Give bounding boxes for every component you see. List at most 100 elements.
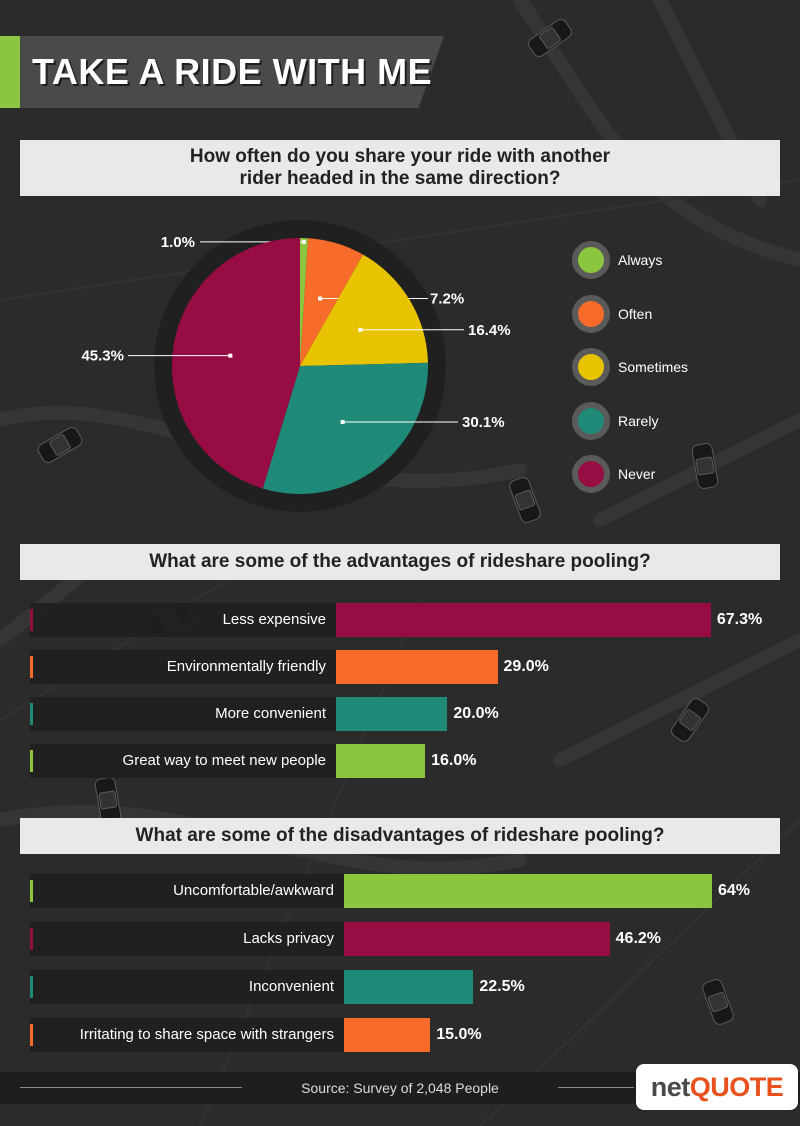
bar-value-label: 20.0% xyxy=(453,705,499,722)
bar-row: More convenient 20.0% xyxy=(30,697,770,731)
bar-label-track xyxy=(30,970,344,1004)
legend-label: Sometimes xyxy=(618,359,689,375)
bar-row: Irritating to share space with strangers… xyxy=(30,1018,770,1052)
pie-leader-dot-never xyxy=(228,353,233,358)
bar xyxy=(344,1018,431,1052)
pie-slice-sometimes xyxy=(300,254,428,366)
car-icon xyxy=(509,477,541,523)
bar-accent xyxy=(30,1024,33,1046)
bar xyxy=(344,922,610,956)
legend-label: Always xyxy=(618,252,663,268)
pie-label-sometimes: 16.4% xyxy=(468,322,511,339)
pie-label-never: 45.3% xyxy=(81,348,124,365)
bar-value-label: 64% xyxy=(718,882,751,899)
bar-row: Less expensive 67.3% xyxy=(30,603,770,637)
pie-label-always: 1.0% xyxy=(161,234,195,251)
legend-label: Rarely xyxy=(618,412,659,429)
bar-label: Uncomfortable/awkward xyxy=(173,882,334,899)
bar xyxy=(336,697,448,731)
bar-label-track xyxy=(30,744,336,778)
bar-label: More convenient xyxy=(215,705,326,722)
car-icon xyxy=(702,979,734,1025)
pie-slice-never xyxy=(172,238,300,489)
bar-label: Less expensive xyxy=(222,611,326,628)
title-accent-bar xyxy=(0,36,20,108)
bar-row: Environmentally friendly 29.0% xyxy=(30,650,770,684)
bar-label-track xyxy=(30,650,336,684)
bar xyxy=(336,603,711,637)
bar-label-track xyxy=(30,697,336,731)
footer-rule-left xyxy=(20,1087,242,1088)
bar xyxy=(344,874,712,908)
car-icon xyxy=(671,698,709,742)
legend-item-rarely: Rarely xyxy=(572,401,659,440)
bar-label: Great way to meet new people xyxy=(122,752,326,769)
bar-accent xyxy=(30,609,33,631)
bar-value-label: 67.3% xyxy=(716,611,763,628)
netquote-logo: net QUOTE xyxy=(636,1064,798,1110)
bar-row: Uncomfortable/awkward 64% xyxy=(30,874,770,908)
page-title: TAKE A RIDE WITH ME xyxy=(32,51,433,92)
pie-chart: 1.0% 7.2%16.4% 30.1% 45.3% xyxy=(81,220,511,512)
car-icon xyxy=(691,443,719,489)
legend-swatch xyxy=(572,241,610,279)
bar-label: Environmentally friendly xyxy=(166,658,326,675)
legend-label: Never xyxy=(618,466,656,482)
legend-label: Often xyxy=(618,305,653,322)
bar-accent xyxy=(30,750,33,772)
bar-label-track xyxy=(30,874,344,908)
pie-title-line-1: How often do you share your ride with an… xyxy=(189,146,611,167)
legend-item-often: Often xyxy=(572,294,653,333)
pie-leader-dot-sometimes xyxy=(358,327,363,332)
pie-slice-rarely xyxy=(262,362,428,494)
bar-label-track xyxy=(30,1018,344,1052)
bar-label: Lacks privacy xyxy=(243,930,334,947)
bar-value-label: 29.0% xyxy=(503,658,549,675)
bar-value-label: 15.0% xyxy=(436,1026,482,1043)
bar-row: Lacks privacy 46.2% xyxy=(30,922,770,956)
legend-item-sometimes: Sometimes xyxy=(572,348,688,386)
bar xyxy=(336,650,498,684)
bar-accent xyxy=(30,656,33,678)
disadvantages-chart-title: What are some of the disadvantages of ri… xyxy=(20,818,780,854)
bar-row: Inconvenient 22.5% xyxy=(30,970,770,1004)
car-icon xyxy=(528,19,572,57)
bar-value-label: 46.2% xyxy=(615,930,662,947)
advantages-chart-title: What are some of the advantages of rides… xyxy=(20,544,780,580)
logo-prefix: net xyxy=(650,1071,691,1102)
pie-leader-dot-always xyxy=(301,239,306,244)
bar-value-label: 22.5% xyxy=(479,978,525,995)
source-note: Source: Survey of 2,048 People xyxy=(301,1080,499,1096)
pie-leader-dot-rarely xyxy=(340,420,345,425)
bar-row: Great way to meet new people 16.0% xyxy=(30,744,770,778)
logo-suffix: QUOTE xyxy=(689,1071,784,1102)
title-banner xyxy=(20,36,444,108)
legend-swatch xyxy=(572,401,610,440)
bar xyxy=(344,970,474,1004)
bar-label-track xyxy=(30,603,336,637)
legend-item-always: Always xyxy=(572,241,662,279)
bar-accent xyxy=(30,928,33,950)
bar-value-label: 16.0% xyxy=(431,752,477,769)
bar-accent xyxy=(30,703,33,725)
pie-slice-often xyxy=(300,238,364,366)
pie-slice-always xyxy=(300,238,309,366)
legend-swatch xyxy=(572,455,610,493)
bar xyxy=(336,744,426,778)
bar-accent xyxy=(30,880,33,902)
footer-rule-right xyxy=(558,1087,634,1088)
bar-label: Inconvenient xyxy=(248,978,334,995)
pie-chart-title: How often do you share your ride with an… xyxy=(20,140,780,196)
bar-label-track xyxy=(30,922,344,956)
legend-swatch xyxy=(572,348,610,386)
pie-title-line-2: rider headed in the same direction? xyxy=(239,168,561,189)
bar-label: Irritating to share space with strangers xyxy=(79,1026,334,1043)
legend-swatch xyxy=(572,294,610,333)
legend-item-never: Never xyxy=(572,455,655,493)
pie-leader-dot-often xyxy=(318,296,323,301)
pie-label-often: 7.2% xyxy=(430,291,464,308)
pie-label-rarely: 30.1% xyxy=(462,414,505,431)
car-icon xyxy=(37,427,83,463)
bar-accent xyxy=(30,976,33,998)
